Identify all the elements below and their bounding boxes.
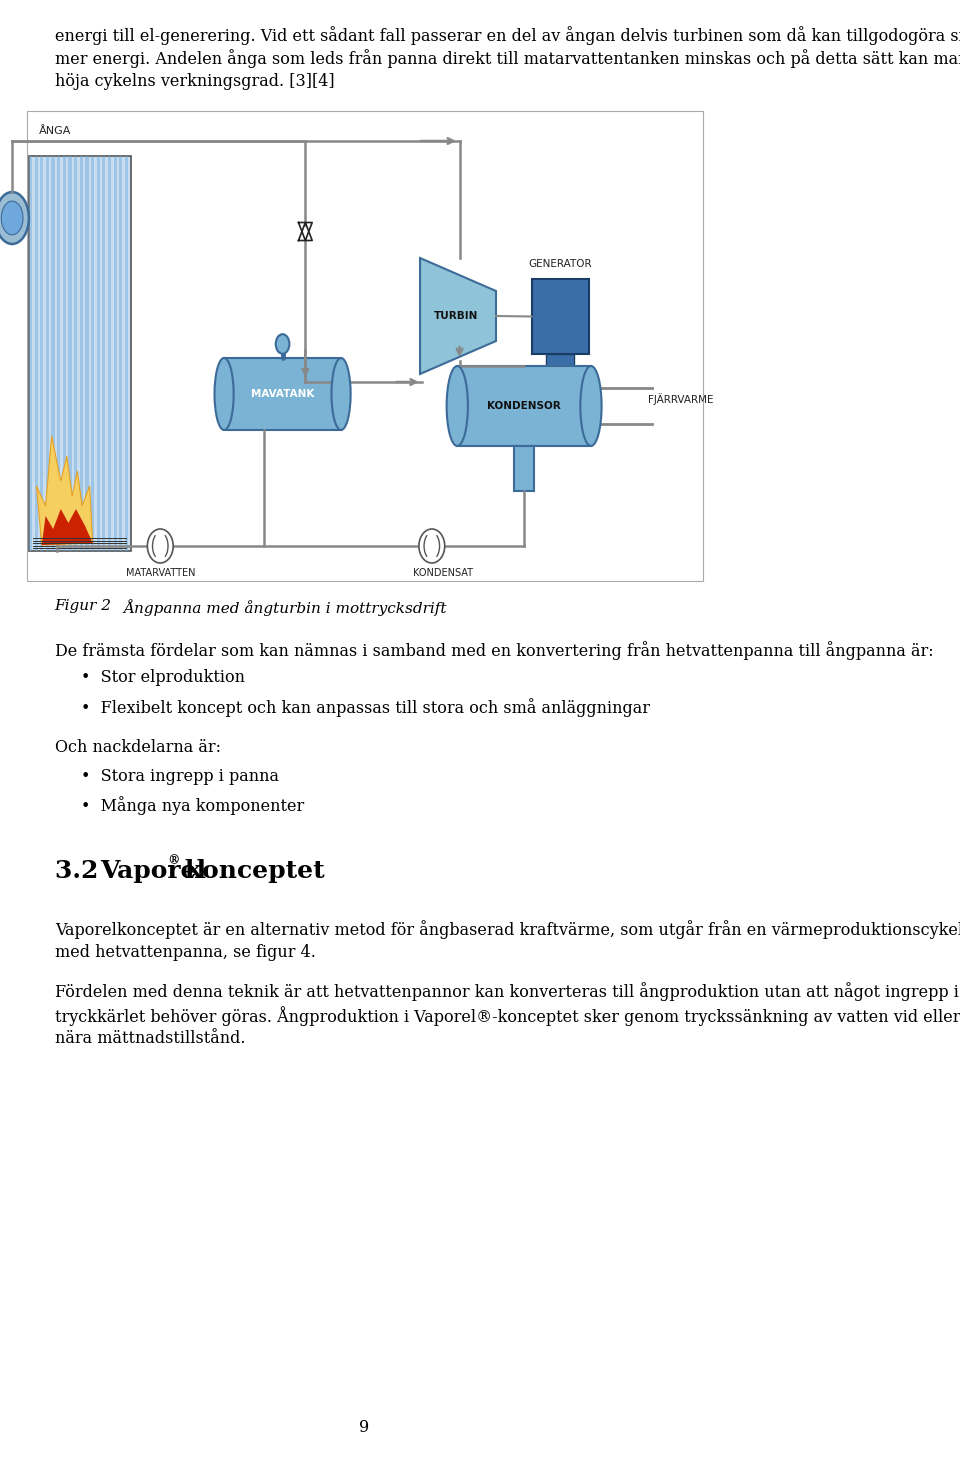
Text: Fördelen med denna teknik är att hetvattenpannor kan konverteras till ångprodukt: Fördelen med denna teknik är att hetvatt… <box>55 982 959 1001</box>
Ellipse shape <box>147 529 173 563</box>
Bar <box>40 155 43 551</box>
FancyBboxPatch shape <box>532 279 588 353</box>
Text: höja cykelns verkningsgrad. [3][4]: höja cykelns verkningsgrad. [3][4] <box>55 73 334 89</box>
Bar <box>103 155 106 551</box>
Bar <box>68 155 72 551</box>
Polygon shape <box>42 509 93 545</box>
Text: KONDENSAT: KONDENSAT <box>413 567 473 578</box>
Bar <box>546 353 574 366</box>
Bar <box>62 155 66 551</box>
Bar <box>97 155 100 551</box>
Bar <box>29 155 131 551</box>
Bar <box>113 155 117 551</box>
Bar <box>46 155 49 551</box>
Bar <box>58 155 60 551</box>
Bar <box>515 446 534 491</box>
Text: FJÄRRVARME: FJÄRRVARME <box>648 393 713 405</box>
Ellipse shape <box>276 334 289 353</box>
Text: GENERATOR: GENERATOR <box>528 259 592 268</box>
Text: 3.2: 3.2 <box>55 859 107 883</box>
FancyBboxPatch shape <box>457 366 591 446</box>
Ellipse shape <box>419 529 444 563</box>
Text: ÅNGA: ÅNGA <box>38 126 71 136</box>
Text: Och nackdelarna är:: Och nackdelarna är: <box>55 739 221 756</box>
Text: energi till el-generering. Vid ett sådant fall passerar en del av ångan delvis t: energi till el-generering. Vid ett sådan… <box>55 26 960 45</box>
Text: •  Stor elproduktion: • Stor elproduktion <box>82 670 245 686</box>
Text: Ångpanna med ångturbin i mottrycksdrift: Ångpanna med ångturbin i mottrycksdrift <box>123 600 446 616</box>
FancyBboxPatch shape <box>224 358 341 430</box>
Text: Figur 2: Figur 2 <box>55 600 111 613</box>
Text: •  Stora ingrepp i panna: • Stora ingrepp i panna <box>82 768 279 784</box>
Text: nära mättnadstillstånd.: nära mättnadstillstånd. <box>55 1029 245 1047</box>
Text: ®: ® <box>167 855 180 868</box>
Bar <box>108 155 111 551</box>
Text: •  Många nya komponenter: • Många nya komponenter <box>82 796 304 815</box>
Bar <box>119 155 123 551</box>
Text: TURBIN: TURBIN <box>434 311 478 321</box>
Text: KONDENSOR: KONDENSOR <box>488 402 561 410</box>
Bar <box>85 155 88 551</box>
Ellipse shape <box>214 358 233 430</box>
Text: med hetvattenpanna, se figur 4.: med hetvattenpanna, se figur 4. <box>55 944 316 962</box>
Text: De främsta fördelar som kan nämnas i samband med en konvertering från hetvattenp: De främsta fördelar som kan nämnas i sam… <box>55 641 933 660</box>
Ellipse shape <box>446 366 468 446</box>
Bar <box>35 155 37 551</box>
Ellipse shape <box>1 201 23 235</box>
Text: mer energi. Andelen ånga som leds från panna direkt till matarvattentanken minsk: mer energi. Andelen ånga som leds från p… <box>55 50 960 69</box>
Text: Vaporelkonceptet är en alternativ metod för ångbaserad kraftvärme, som utgår frå: Vaporelkonceptet är en alternativ metod … <box>55 921 960 940</box>
Text: tryckkärlet behöver göras. Ångproduktion i Vaporel®-konceptet sker genom tryckss: tryckkärlet behöver göras. Ångproduktion… <box>55 1006 960 1026</box>
Bar <box>91 155 94 551</box>
Text: MAVATANK: MAVATANK <box>251 388 314 399</box>
Bar <box>29 155 32 551</box>
Text: MATARVATTEN: MATARVATTEN <box>126 567 195 578</box>
Bar <box>125 155 128 551</box>
Text: 9: 9 <box>359 1419 370 1437</box>
Ellipse shape <box>0 192 29 243</box>
Text: •  Flexibelt koncept och kan anpassas till stora och små anläggningar: • Flexibelt koncept och kan anpassas til… <box>82 698 650 717</box>
Bar <box>74 155 77 551</box>
Polygon shape <box>36 435 93 545</box>
Text: konceptet: konceptet <box>177 859 324 883</box>
Ellipse shape <box>581 366 602 446</box>
Text: Vaporel: Vaporel <box>100 859 206 883</box>
Bar <box>80 155 83 551</box>
Bar <box>52 155 55 551</box>
Ellipse shape <box>331 358 350 430</box>
Polygon shape <box>420 258 496 374</box>
Bar <box>27 111 703 581</box>
